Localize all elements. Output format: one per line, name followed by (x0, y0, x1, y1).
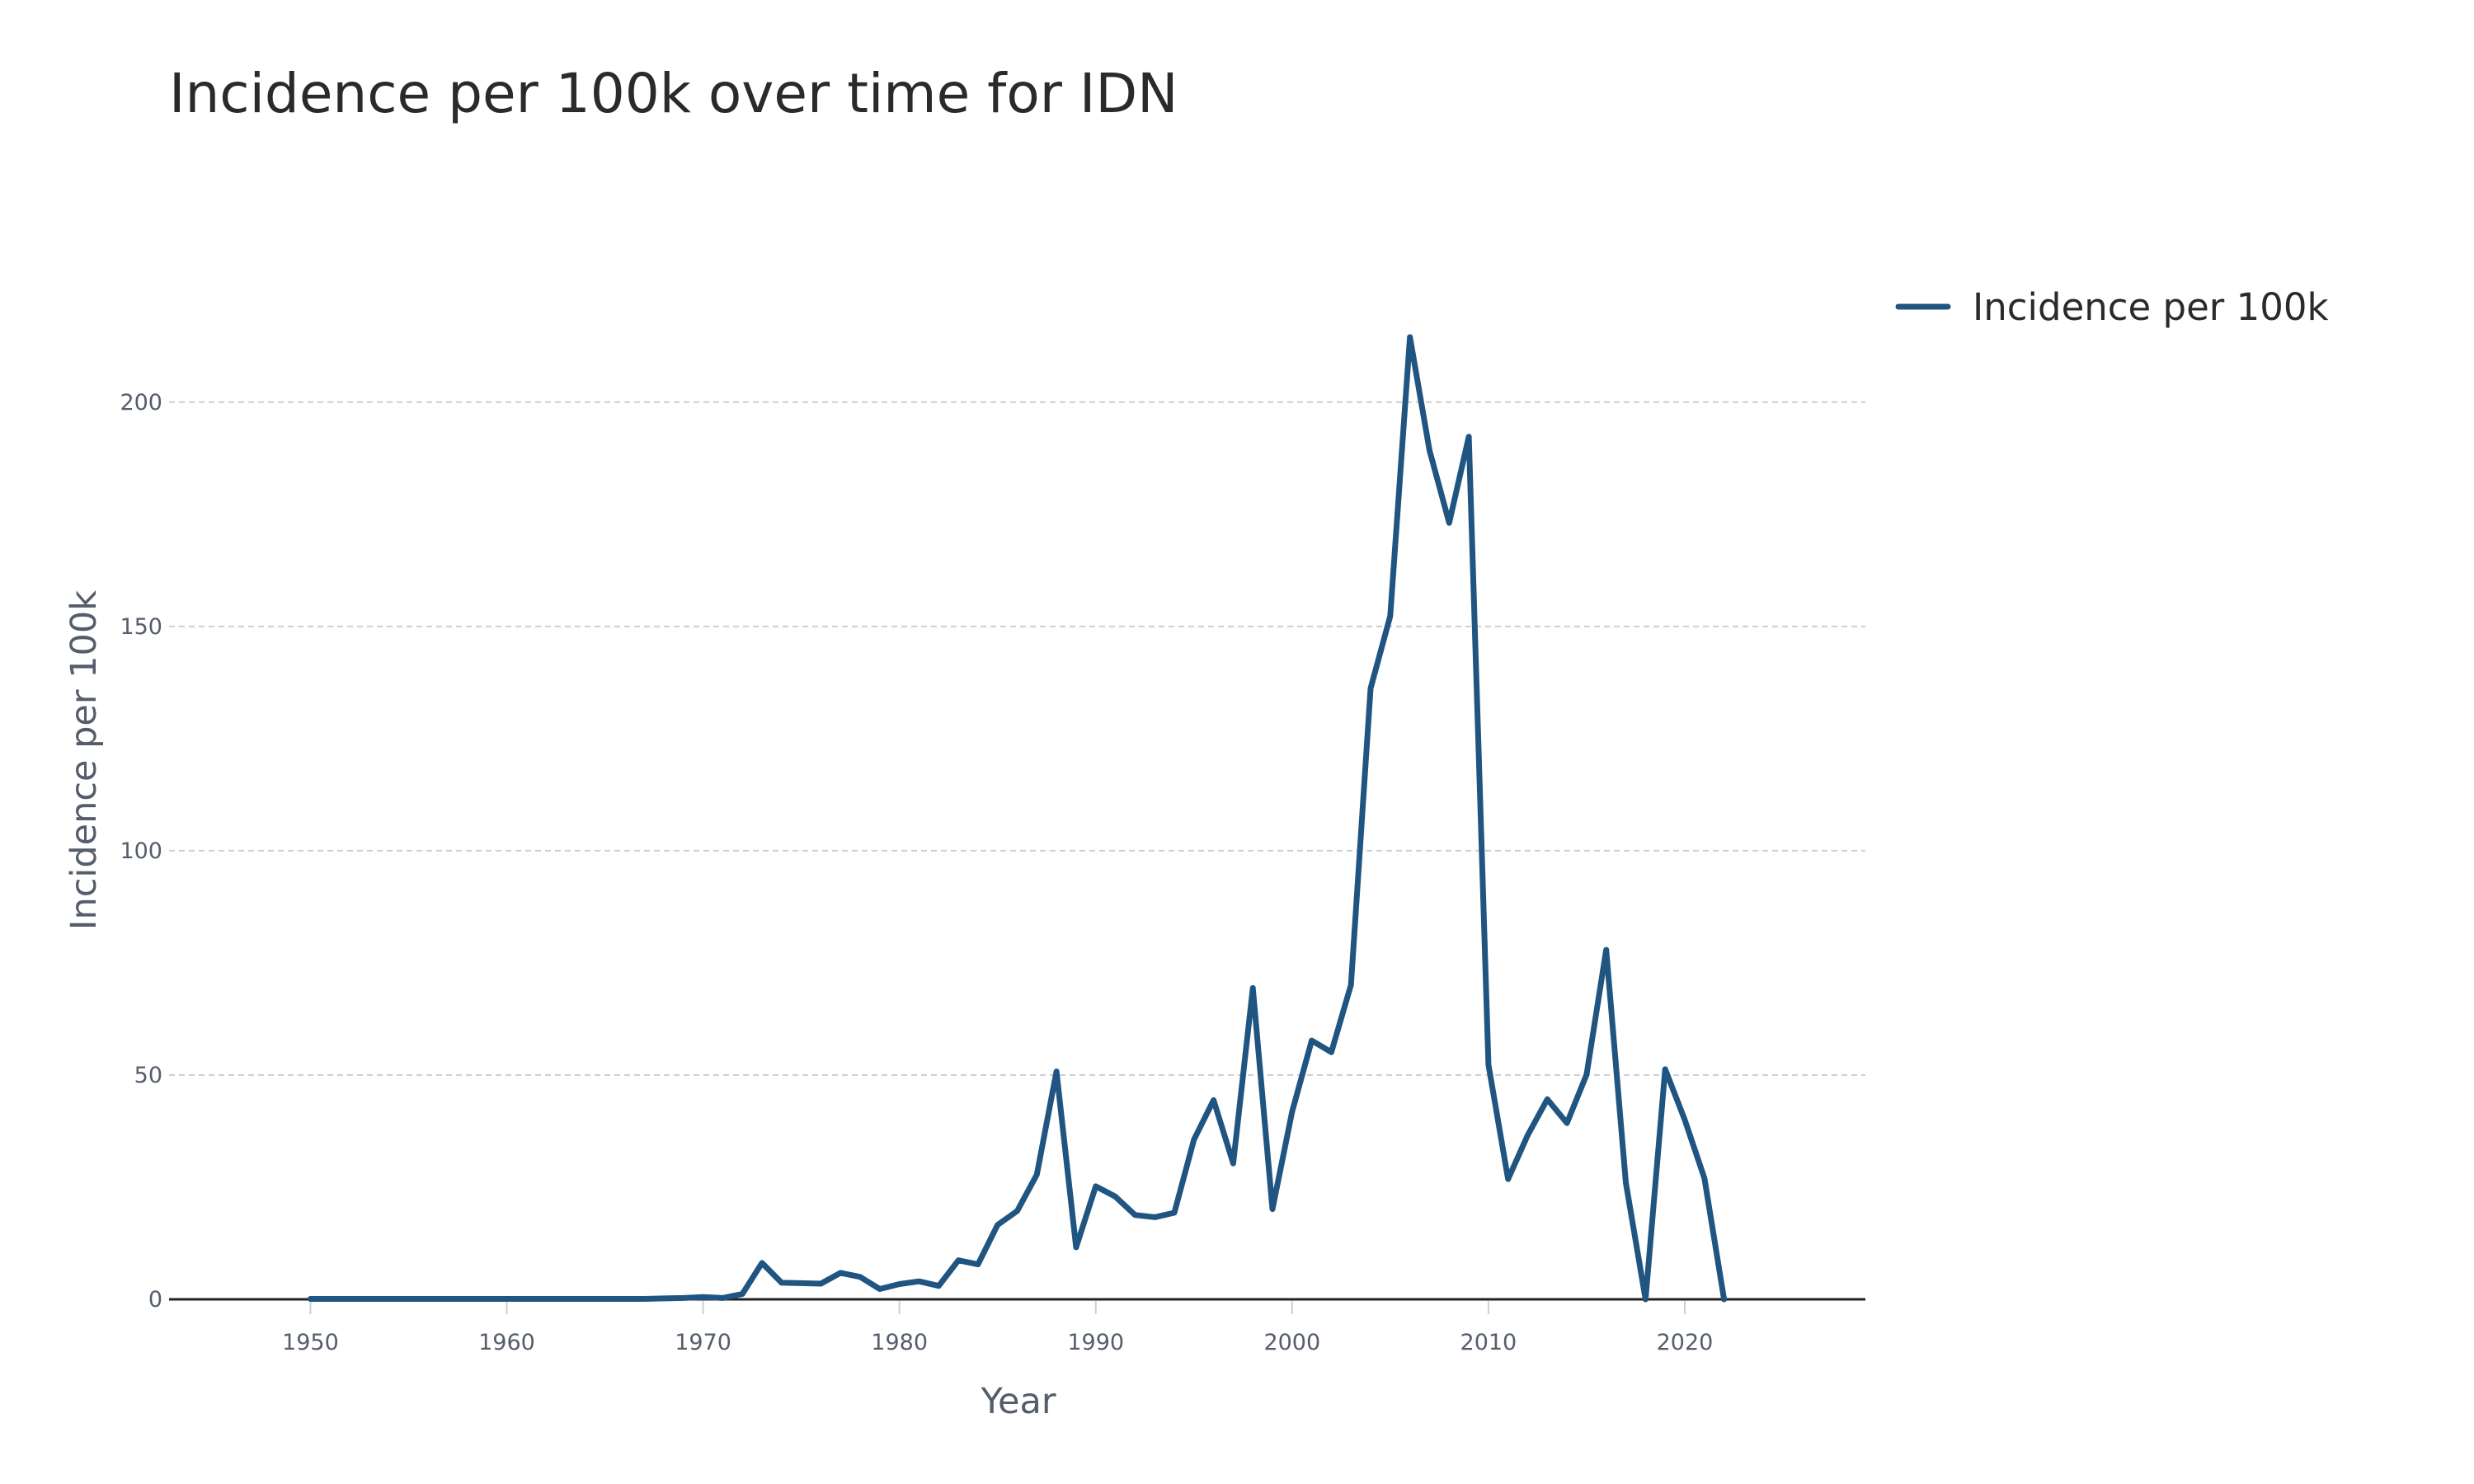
data-point (798, 1280, 804, 1286)
data-point (1485, 1062, 1491, 1068)
data-point (1427, 448, 1432, 453)
plot-area (307, 334, 1728, 1303)
data-point (1211, 1097, 1216, 1103)
data-point (1583, 1072, 1589, 1078)
data-point (1270, 1206, 1276, 1212)
x-tick-label: 2020 (1657, 1330, 1714, 1355)
chart-title: Incidence per 100k over time for IDN (169, 62, 1178, 125)
x-tick-label: 1980 (871, 1330, 928, 1355)
data-point (858, 1274, 863, 1280)
data-point (1407, 334, 1413, 340)
data-point (386, 1296, 392, 1302)
data-point (1230, 1161, 1236, 1167)
data-point (1132, 1212, 1138, 1218)
data-point (484, 1296, 490, 1302)
data-point (1250, 985, 1256, 991)
y-tick-label: 0 (148, 1287, 162, 1313)
x-tick-label: 1950 (282, 1330, 339, 1355)
data-point (445, 1296, 451, 1302)
data-point (347, 1296, 353, 1302)
data-point (1289, 1109, 1295, 1115)
x-tick-label: 1960 (478, 1330, 535, 1355)
data-point (1309, 1038, 1315, 1044)
data-point (1034, 1172, 1040, 1177)
x-tick-label: 2010 (1460, 1330, 1517, 1355)
data-point (464, 1296, 470, 1302)
data-point (1564, 1120, 1570, 1126)
data-point (818, 1281, 824, 1287)
data-point (582, 1296, 588, 1302)
data-point (1152, 1214, 1158, 1220)
data-point (680, 1295, 686, 1301)
data-point (642, 1296, 647, 1302)
data-point (838, 1270, 844, 1275)
data-point (740, 1291, 745, 1297)
x-axis-title: Year (980, 1381, 1056, 1422)
data-point (1446, 520, 1452, 526)
series-points (308, 334, 1727, 1302)
y-tick-label: 200 (120, 390, 162, 416)
x-tick-label: 1970 (675, 1330, 731, 1355)
data-point (1191, 1137, 1197, 1143)
data-point (720, 1295, 726, 1301)
data-point (602, 1296, 608, 1302)
data-point (1721, 1297, 1727, 1303)
data-point (1701, 1176, 1707, 1181)
data-point (1172, 1210, 1178, 1216)
data-point (896, 1281, 902, 1287)
gridlines (169, 401, 1865, 1301)
data-point (1545, 1097, 1550, 1102)
data-point (1329, 1050, 1334, 1055)
data-point (1387, 613, 1393, 619)
data-point (936, 1283, 942, 1289)
y-axis-title: Incidence per 100k (63, 590, 105, 930)
data-point (1663, 1066, 1668, 1072)
data-point (975, 1261, 981, 1267)
y-tick-label: 100 (120, 838, 162, 864)
data-point (622, 1296, 628, 1302)
data-point (406, 1296, 412, 1302)
data-point (661, 1295, 667, 1301)
legend-label: Incidence per 100k (1973, 285, 2329, 329)
x-axis: 1950 1960 1970 1980 1990 2000 2010 2020 (282, 1301, 1713, 1355)
y-tick-label: 150 (120, 614, 162, 640)
y-tick-label: 50 (134, 1063, 162, 1088)
data-point (1112, 1194, 1118, 1200)
data-point (1603, 947, 1609, 953)
data-point (562, 1296, 568, 1302)
data-point (1014, 1208, 1020, 1214)
data-point (700, 1294, 706, 1300)
data-point (426, 1296, 431, 1302)
data-point (760, 1260, 765, 1266)
data-point (327, 1296, 333, 1302)
data-point (1623, 1180, 1629, 1186)
x-tick-label: 1990 (1067, 1330, 1124, 1355)
data-point (877, 1286, 882, 1292)
data-point (1368, 685, 1374, 691)
series-line (307, 334, 1728, 1303)
data-point (366, 1296, 372, 1302)
data-point (1093, 1183, 1098, 1189)
data-point (1643, 1297, 1649, 1303)
x-tick-label: 2000 (1263, 1330, 1320, 1355)
data-point (1682, 1117, 1688, 1123)
legend[interactable]: Incidence per 100k (1895, 285, 2329, 329)
data-point (543, 1296, 549, 1302)
data-point (956, 1257, 962, 1263)
data-point (1054, 1068, 1060, 1074)
data-point (308, 1296, 313, 1302)
data-point (1348, 982, 1354, 988)
data-point (1505, 1176, 1511, 1182)
data-point (916, 1279, 922, 1284)
data-point (1073, 1244, 1079, 1250)
data-point (995, 1222, 1000, 1228)
data-point (778, 1280, 784, 1285)
y-axis: 0 50 100 150 200 (120, 390, 162, 1313)
data-point (1525, 1132, 1531, 1138)
data-point (504, 1296, 510, 1302)
data-point (1466, 434, 1472, 439)
data-point (524, 1296, 529, 1302)
